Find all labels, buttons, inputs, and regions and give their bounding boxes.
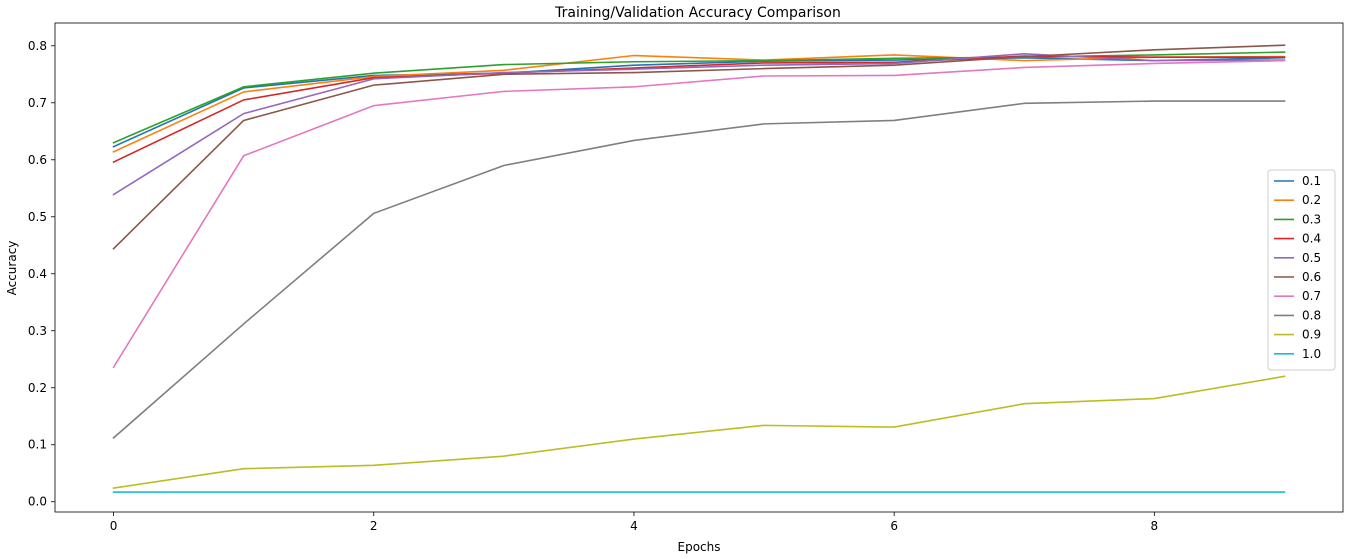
x-tick-label: 4 [630,519,638,533]
series-line-0-6 [112,44,1286,250]
y-tick-label: 0.1 [28,438,47,452]
legend-label: 0.7 [1302,289,1321,303]
y-tick-label: 0.2 [28,381,47,395]
x-tick-label: 6 [890,519,898,533]
legend-label: 0.8 [1302,308,1321,322]
x-tick-label: 0 [110,519,118,533]
legend-label: 1.0 [1302,347,1321,361]
y-tick-label: 0.7 [28,96,47,110]
legend-label: 0.1 [1302,174,1321,188]
y-tick-label: 0.6 [28,153,47,167]
legend-label: 0.6 [1302,270,1321,284]
y-tick-label: 0.8 [28,39,47,53]
chart-title: Training/Validation Accuracy Comparison [554,5,841,21]
legend-label: 0.2 [1302,193,1321,207]
legend-label: 0.3 [1302,212,1321,226]
series-line-0-7 [112,59,1286,369]
x-axis-ticks: 0 2 4 6 8 [110,512,1158,533]
y-tick-label: 0.5 [28,210,47,224]
y-tick-label: 0.4 [28,267,47,281]
legend-label: 0.5 [1302,251,1321,265]
legend-label: 0.4 [1302,232,1321,246]
y-axis-label: Accuracy [5,241,19,296]
series-line-0-8 [112,100,1286,440]
x-axis-label: Epochs [678,540,721,554]
x-tick-label: 8 [1151,519,1159,533]
series-lines [112,44,1286,493]
series-line-0-9 [112,375,1286,489]
plot-frame [54,22,1344,513]
series-line-0-5 [112,52,1286,196]
y-tick-label: 0.3 [28,324,47,338]
y-axis-ticks: 0.0 0.1 0.2 0.3 0.4 0.5 0.6 0.7 0.8 [28,39,55,509]
x-tick-label: 2 [370,519,378,533]
series-line-0-2 [112,54,1286,153]
legend-label: 0.9 [1302,328,1321,342]
y-tick-label: 0.0 [28,495,47,509]
legend: 0.1 0.2 0.3 0.4 0.5 0.6 0.7 0.8 0.9 1.0 [1267,169,1336,371]
plot-area [54,22,1344,513]
